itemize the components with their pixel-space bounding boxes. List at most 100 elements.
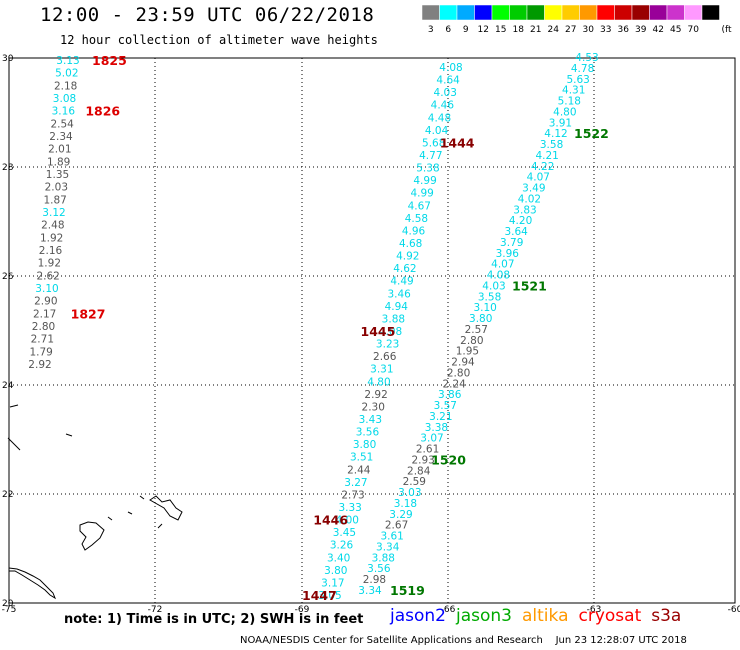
longitude-label: -72 xyxy=(148,605,163,615)
wave-height-value: 2.92 xyxy=(364,389,387,401)
longitude-label: -63 xyxy=(587,605,602,615)
wave-height-value: 2.80 xyxy=(32,321,55,333)
time-label: 1446 xyxy=(313,513,348,528)
wave-height-value: 2.93 xyxy=(411,454,434,466)
wave-height-value: 2.57 xyxy=(465,324,488,336)
legend-label: 15 xyxy=(495,25,506,35)
altimeter-tracks: 3.135.022.183.083.162.542.342.011.891.35… xyxy=(28,52,608,603)
wave-height-value: 1.92 xyxy=(38,258,61,270)
wave-height-value: 2.90 xyxy=(34,296,57,308)
legend-label: 12 xyxy=(478,25,489,35)
wave-height-value: 3.80 xyxy=(469,313,492,325)
wave-height-value: 3.56 xyxy=(367,563,391,575)
graticule: -75 -72 -69 -66 -63 -60 20 22 24 26 28 30 xyxy=(2,54,740,615)
wave-height-value: 3.80 xyxy=(353,439,376,451)
map-title: 12:00 - 23:59 UTC 06/22/2018 xyxy=(40,4,375,26)
wave-height-value: 2.73 xyxy=(341,489,364,501)
wave-height-value: 3.79 xyxy=(500,237,523,249)
wave-height-value: 4.02 xyxy=(518,193,541,205)
island-small-1 xyxy=(107,516,113,521)
wave-height-value: 3.08 xyxy=(53,93,76,105)
wave-height-value: 5.68 xyxy=(422,137,445,149)
wave-height-value: 2.98 xyxy=(363,574,386,586)
legend-label: 70 xyxy=(688,25,700,35)
wave-height-value: 4.08 xyxy=(439,62,462,74)
legend-label: 33 xyxy=(600,25,611,35)
wave-height-value: 3.58 xyxy=(478,291,501,303)
wave-height-value: 3.29 xyxy=(389,509,412,521)
wave-height-value: 4.68 xyxy=(399,238,422,250)
legend-label: 21 xyxy=(530,25,541,35)
wave-height-value: 3.80 xyxy=(324,565,347,577)
wave-height-value: 3.46 xyxy=(387,288,411,300)
wave-height-value: 3.10 xyxy=(35,283,58,295)
wave-height-value: 2.67 xyxy=(385,520,408,532)
wave-height-value: 4.07 xyxy=(491,259,514,271)
wave-height-value: 2.48 xyxy=(41,220,64,232)
time-label: 1521 xyxy=(512,278,547,293)
wave-height-value: 2.62 xyxy=(36,270,59,282)
satellite-name: jason3 xyxy=(456,606,512,626)
wave-height-value: 3.58 xyxy=(540,139,563,151)
wave-height-value: 3.91 xyxy=(549,117,572,129)
wave-height-value: 3.86 xyxy=(438,389,462,401)
wave-height-value: 4.12 xyxy=(544,128,567,140)
longitude-label: -60 xyxy=(728,605,740,615)
wave-height-value: 5.38 xyxy=(416,163,439,175)
wave-height-value: 2.92 xyxy=(28,359,51,371)
turks-caicos xyxy=(149,495,183,521)
wave-height-value: 3.05 xyxy=(318,590,341,602)
wave-height-value: 4.03 xyxy=(482,280,505,292)
wave-height-value: 3.33 xyxy=(338,502,361,514)
wave-height-value: 4.78 xyxy=(571,63,594,75)
wave-height-value: 2.54 xyxy=(50,118,74,130)
legend-label: 24 xyxy=(548,25,560,35)
wave-height-value: 4.64 xyxy=(436,75,460,87)
wave-height-value: 2.01 xyxy=(48,144,71,156)
latitude-label: 26 xyxy=(2,272,14,282)
wave-height-value: 5.18 xyxy=(558,96,581,108)
wave-height-value: 3.17 xyxy=(321,577,344,589)
wave-height-value: 1.79 xyxy=(29,346,52,358)
wave-height-value: 4.58 xyxy=(405,213,428,225)
wave-height-value: 2.44 xyxy=(347,464,371,476)
time-label: 1447 xyxy=(302,588,337,603)
wave-height-value: 1.95 xyxy=(456,346,479,358)
wave-height-value: 3.56 xyxy=(356,427,380,439)
longitude-label: -69 xyxy=(295,605,310,615)
latitude-label: 22 xyxy=(2,490,13,500)
wave-height-value: 4.48 xyxy=(428,112,451,124)
wave-height-value: 4.00 xyxy=(336,515,359,527)
wave-height-value: 2.34 xyxy=(49,131,73,143)
wave-height-value: 3.07 xyxy=(420,433,443,445)
latitude-label: 28 xyxy=(2,163,14,173)
satellite-name: jason2 xyxy=(390,606,446,626)
time-label: 1827 xyxy=(71,306,106,321)
wave-height-value: 2.03 xyxy=(45,182,68,194)
wave-height-value: 2.16 xyxy=(39,245,63,257)
satellite-name: s3a xyxy=(651,606,682,626)
wave-height-value: 4.08 xyxy=(487,270,510,282)
wave-height-value: 4.03 xyxy=(434,87,457,99)
wave-height-value: 2.84 xyxy=(407,465,431,477)
wave-height-value: 3.88 xyxy=(382,313,405,325)
wave-height-value: 3.64 xyxy=(504,226,528,238)
legend-label: 6 xyxy=(445,25,451,35)
wave-height-value: 4.99 xyxy=(410,188,433,200)
latitude-label: 30 xyxy=(2,54,14,64)
wave-height-value: 4.62 xyxy=(393,263,416,275)
wave-height-value: 3.57 xyxy=(434,400,457,412)
wave-height-value: 4.92 xyxy=(396,251,419,263)
wave-height-value: 3.34 xyxy=(376,541,400,553)
longitude-label: -75 xyxy=(2,605,17,615)
wave-height-value: 1.87 xyxy=(43,194,66,206)
credit-line: NOAA/NESDIS Center for Satellite Applica… xyxy=(240,635,687,646)
map-subtitle: 12 hour collection of altimeter wave hei… xyxy=(60,33,378,47)
wave-height-value: 2.94 xyxy=(451,357,475,369)
wave-height-value: 4.31 xyxy=(562,85,585,97)
wave-height-value: 3.43 xyxy=(359,414,382,426)
wave-height-value: 3.18 xyxy=(394,498,417,510)
map-frame xyxy=(8,57,736,604)
